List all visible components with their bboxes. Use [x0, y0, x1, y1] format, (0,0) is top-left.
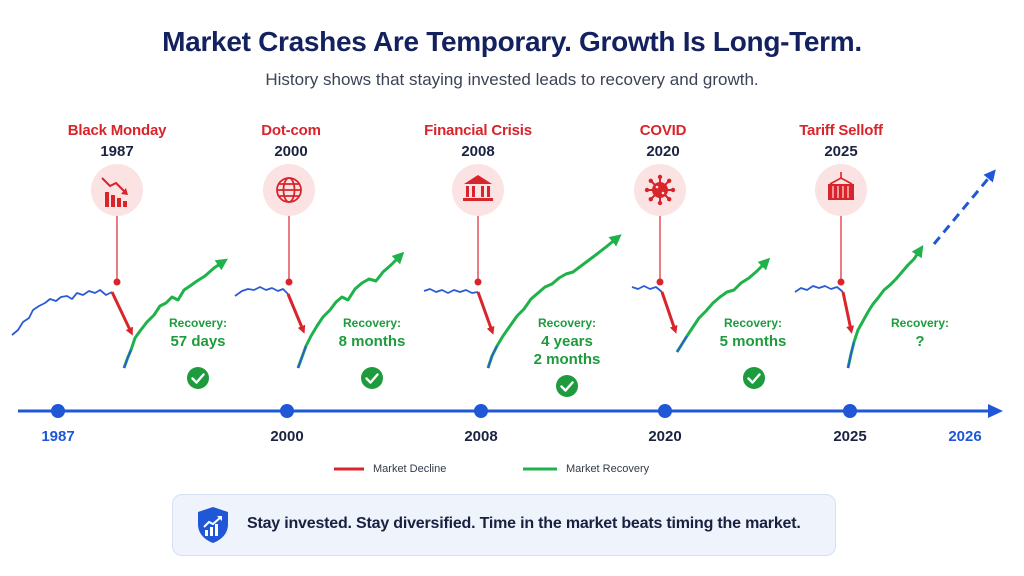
- shield-growth-icon: [198, 507, 228, 543]
- event-year-2000: 2000: [274, 143, 308, 160]
- decline-arrow: [660, 291, 678, 334]
- decline-arrow: [110, 291, 133, 336]
- shipping-container-icon: [828, 172, 854, 200]
- projection-arrow: [932, 169, 996, 245]
- timeline-label-2025: 2025: [833, 428, 867, 445]
- timeline-label-1987: 1987: [41, 428, 75, 445]
- connector-dot: [113, 278, 121, 286]
- page-title: Market Crashes Are Temporary. Growth Is …: [162, 26, 862, 57]
- recovery-arrow: [296, 251, 405, 369]
- event-name-dot-com: Dot-com: [261, 122, 321, 139]
- connector-dot: [837, 278, 845, 286]
- icon-circle: [91, 164, 143, 216]
- connector-dot: [285, 278, 293, 286]
- timeline-marker-2020: [658, 404, 672, 418]
- banner-message: Stay invested. Stay diversified. Time in…: [247, 515, 801, 532]
- recovery-value-2000: 8 months: [338, 333, 406, 350]
- market-curve-2008: [423, 234, 622, 369]
- recovery-label-1987: Recovery:: [168, 316, 228, 330]
- recovery-start: [847, 341, 855, 369]
- timeline-label-2000: 2000: [270, 428, 304, 445]
- timeline-marker-2000: [280, 404, 294, 418]
- recovery-arrow: [675, 257, 771, 353]
- timeline-marker-2008: [474, 404, 488, 418]
- globe-icon: [276, 177, 302, 203]
- event-name-tariff-selloff: Tariff Selloff: [799, 122, 883, 139]
- pre-crash-line: [631, 285, 663, 293]
- timeline-arrowhead: [988, 404, 1003, 418]
- connector-dot: [474, 278, 482, 286]
- decline-arrow: [841, 291, 855, 334]
- event-year-2025: 2025: [824, 143, 858, 160]
- bank-icon: [463, 175, 493, 201]
- check-circle-icon: [743, 367, 765, 389]
- recovery-label-2000: Recovery:: [342, 316, 402, 330]
- declining-chart-icon: [101, 177, 128, 207]
- legend-recovery-label: Market Recovery: [566, 463, 650, 475]
- market-curve-1987: [11, 258, 228, 369]
- event-icon-financial-crisis: [452, 164, 504, 286]
- timeline-marker-1987: [51, 404, 65, 418]
- recovery-arrow: [846, 245, 924, 369]
- event-year-2008: 2008: [461, 143, 495, 160]
- connector-dot: [656, 278, 664, 286]
- event-name-financial-crisis: Financial Crisis: [424, 122, 532, 139]
- timeline-label-2026: 2026: [948, 428, 982, 445]
- market-curve-2020: [631, 257, 771, 353]
- event-icon-tariff-selloff: [815, 164, 867, 286]
- recovery-value-2020: 5 months: [719, 333, 787, 350]
- recovery-arrow: [122, 258, 228, 369]
- message-banner: Stay invested. Stay diversified. Time in…: [172, 494, 836, 556]
- recovery-value-2008-line1: 4 years: [541, 333, 593, 350]
- pre-crash-line: [423, 288, 479, 294]
- check-circle-icon: [187, 367, 209, 389]
- pre-crash-line: [11, 289, 113, 336]
- virus-icon: [644, 174, 676, 206]
- recovery-value-1987: 57 days: [170, 333, 226, 350]
- event-year-2020: 2020: [646, 143, 680, 160]
- recovery-label-2020: Recovery:: [723, 316, 783, 330]
- event-icon-dot-com: [263, 164, 315, 286]
- recovery-start: [676, 335, 688, 353]
- pre-crash-line: [794, 285, 844, 293]
- check-circle-icon: [556, 375, 578, 397]
- recovery-label-2025: Recovery:: [890, 316, 950, 330]
- market-curve-2025: [794, 169, 996, 369]
- recovery-arrow: [486, 234, 622, 369]
- event-year-1987: 1987: [100, 143, 134, 160]
- decline-arrow: [476, 291, 495, 335]
- recovery-start: [297, 345, 307, 369]
- recovery-value-2025: ?: [915, 333, 925, 350]
- decline-arrow: [286, 293, 306, 334]
- page-subtitle: History shows that staying invested lead…: [265, 70, 759, 89]
- timeline-axis: [18, 404, 1003, 418]
- event-name-covid: COVID: [639, 122, 687, 139]
- recovery-start: [487, 345, 498, 369]
- market-curve-2000: [234, 251, 405, 369]
- timeline-label-2020: 2020: [648, 428, 682, 445]
- recovery-value-2008-line2: 2 months: [533, 351, 601, 368]
- event-icon-covid: [634, 164, 686, 286]
- event-icon-black-monday: [91, 164, 143, 286]
- recovery-start: [123, 349, 132, 369]
- legend-decline-label: Market Decline: [373, 463, 447, 475]
- recovery-label-2008: Recovery:: [537, 316, 597, 330]
- timeline-label-2008: 2008: [464, 428, 498, 445]
- timeline-marker-2025: [843, 404, 857, 418]
- icon-circle: [452, 164, 504, 216]
- pre-crash-line: [234, 286, 289, 297]
- check-circle-icon: [361, 367, 383, 389]
- event-name-black-monday: Black Monday: [67, 122, 167, 139]
